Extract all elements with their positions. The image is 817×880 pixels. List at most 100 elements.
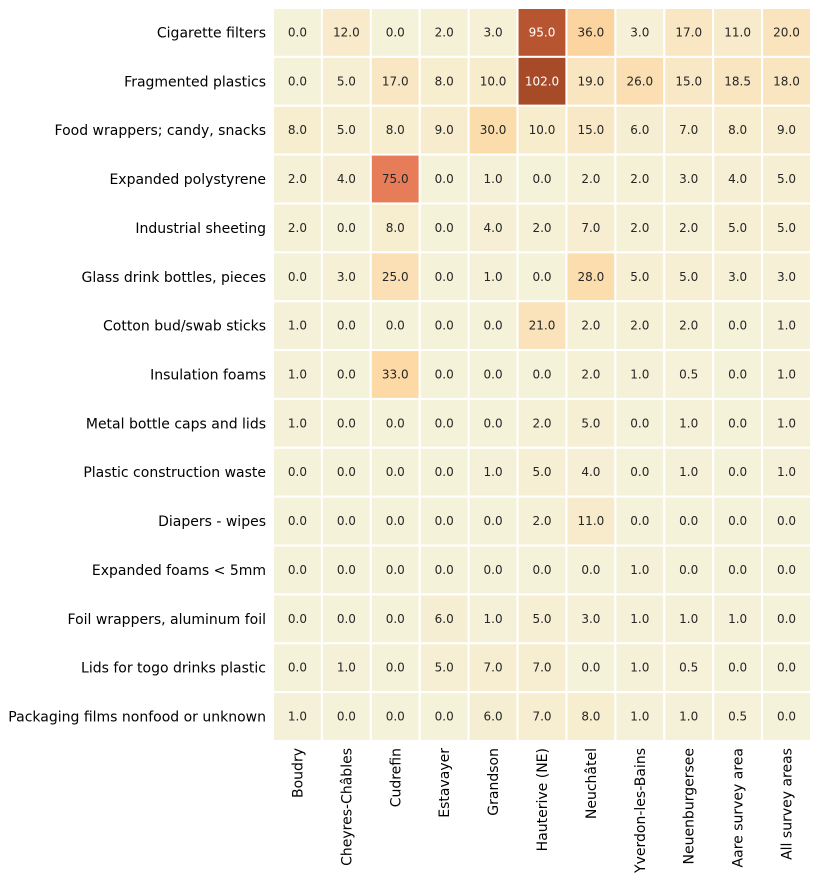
- cell-value-label: 4.0: [581, 465, 600, 479]
- cell-value-label: 5.0: [679, 270, 698, 284]
- cell-value-label: 9.0: [777, 123, 796, 137]
- row-label-food-wrappers-candy-snacks: Food wrappers; candy, snacks: [55, 123, 266, 139]
- cell-value-label: 18.5: [724, 74, 751, 88]
- cell-value-label: 20.0: [773, 25, 800, 39]
- cell-value-label: 10.0: [529, 123, 556, 137]
- heatmap-cell: [369, 153, 421, 205]
- row-label-cotton-bud-swab-sticks: Cotton bud/swab sticks: [103, 319, 266, 335]
- heatmap-cell: [663, 251, 715, 303]
- cell-value-label: 1.0: [337, 661, 356, 675]
- cell-value-label: 8.0: [435, 74, 454, 88]
- heatmap-cell: [467, 495, 519, 547]
- cell-value-label: 2.0: [532, 221, 551, 235]
- heatmap-cell: [418, 349, 470, 400]
- cell-value-label: 2.0: [630, 319, 649, 333]
- cell-value-label: 1.0: [484, 465, 503, 479]
- row-label-plastic-construction-waste: Plastic construction waste: [83, 465, 266, 481]
- heatmap-cell: [761, 495, 812, 547]
- cell-value-label: 5.0: [435, 661, 454, 675]
- cell-value-label: 1.0: [630, 612, 649, 626]
- cell-value-label: 2.0: [532, 514, 551, 528]
- cell-value-label: 8.0: [581, 710, 600, 724]
- heatmap-cell: [712, 349, 764, 400]
- heatmap-cell: [712, 7, 764, 58]
- cell-value-label: 1.0: [777, 465, 796, 479]
- column-label-neuch-tel: Neuchâtel: [584, 748, 600, 819]
- cell-value-label: 0.0: [435, 319, 454, 333]
- heatmap-cell: [761, 642, 812, 694]
- cell-value-label: 5.0: [532, 612, 551, 626]
- cell-value-label: 0.5: [679, 661, 698, 675]
- cell-value-label: 95.0: [529, 25, 556, 39]
- heatmap-cell: [712, 202, 764, 254]
- heatmap-cell: [712, 691, 764, 743]
- cell-value-label: 6.0: [435, 612, 454, 626]
- cell-value-label: 21.0: [529, 319, 556, 333]
- cell-value-label: 1.0: [288, 368, 307, 382]
- heatmap-cell: [320, 642, 372, 694]
- cell-value-label: 0.0: [288, 514, 307, 528]
- heatmap-cell: [516, 202, 568, 254]
- heatmap-cell: [369, 397, 421, 449]
- row-label-fragmented-plastics: Fragmented plastics: [124, 74, 266, 90]
- heatmap-cell: [272, 104, 323, 156]
- cell-value-label: 102.0: [525, 74, 559, 88]
- row-label-diapers-wipes: Diapers - wipes: [158, 514, 266, 530]
- cell-value-label: 1.0: [777, 319, 796, 333]
- cell-value-label: 2.0: [288, 172, 307, 186]
- cell-value-label: 15.0: [675, 74, 702, 88]
- heatmap-cell: [272, 691, 323, 743]
- heatmap-cell: [516, 7, 568, 58]
- heatmap-cell: [369, 446, 421, 498]
- cell-value-label: 1.0: [630, 661, 649, 675]
- cell-value-label: 30.0: [480, 123, 507, 137]
- cell-value-label: 11.0: [724, 25, 751, 39]
- cell-value-label: 0.0: [728, 514, 747, 528]
- heatmap-cell: [516, 544, 568, 596]
- heatmap-cell: [369, 55, 421, 107]
- heatmap-cell: [761, 104, 812, 156]
- cell-value-label: 1.0: [679, 710, 698, 724]
- heatmap-cell: [467, 104, 519, 156]
- row-label-industrial-sheeting: Industrial sheeting: [135, 221, 266, 237]
- cell-value-label: 4.0: [484, 221, 503, 235]
- heatmap-cell: [761, 397, 812, 449]
- cell-value-label: 0.0: [630, 416, 649, 430]
- cell-value-label: 0.0: [288, 563, 307, 577]
- heatmap-cell: [467, 544, 519, 596]
- heatmap-cell: [565, 544, 617, 596]
- cell-value-label: 2.0: [630, 221, 649, 235]
- heatmap-cell: [761, 202, 812, 254]
- cell-value-label: 7.0: [679, 123, 698, 137]
- heatmap-cell: [320, 300, 372, 352]
- cell-value-label: 0.0: [484, 514, 503, 528]
- cell-value-label: 0.0: [532, 270, 551, 284]
- heatmap-cell: [761, 251, 812, 303]
- cell-value-label: 0.0: [386, 563, 405, 577]
- cell-value-label: 1.0: [630, 563, 649, 577]
- heatmap-cell: [516, 642, 568, 694]
- cell-value-label: 0.0: [435, 465, 454, 479]
- cell-value-label: 0.5: [728, 710, 747, 724]
- cell-value-label: 0.0: [728, 465, 747, 479]
- cell-value-label: 9.0: [435, 123, 454, 137]
- heatmap-cell: [467, 642, 519, 694]
- cell-value-label: 1.0: [679, 416, 698, 430]
- cell-value-label: 11.0: [578, 514, 605, 528]
- heatmap-cell: [663, 202, 715, 254]
- column-label-estavayer: Estavayer: [437, 748, 453, 818]
- cell-value-label: 0.0: [435, 270, 454, 284]
- heatmap-cell: [516, 495, 568, 547]
- cell-value-label: 0.0: [728, 319, 747, 333]
- cell-value-label: 0.0: [679, 563, 698, 577]
- cell-value-label: 25.0: [382, 270, 409, 284]
- cell-value-label: 0.0: [581, 563, 600, 577]
- cell-value-label: 0.0: [728, 368, 747, 382]
- cell-value-label: 0.0: [679, 514, 698, 528]
- heatmap-cell: [467, 349, 519, 400]
- cell-value-label: 0.0: [386, 416, 405, 430]
- heatmap-cell: [663, 691, 715, 743]
- cell-value-label: 0.0: [337, 319, 356, 333]
- cell-value-label: 0.5: [679, 368, 698, 382]
- heatmap-cell: [663, 446, 715, 498]
